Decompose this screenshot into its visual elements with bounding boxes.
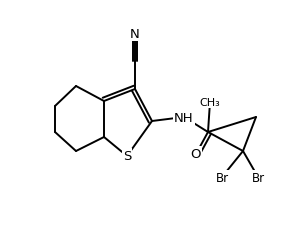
Text: NH: NH bbox=[174, 111, 194, 124]
Text: CH₃: CH₃ bbox=[200, 98, 220, 108]
Text: N: N bbox=[130, 27, 140, 40]
Text: O: O bbox=[191, 148, 201, 161]
Text: Br: Br bbox=[251, 171, 265, 184]
Text: S: S bbox=[123, 150, 131, 163]
Text: Br: Br bbox=[215, 171, 229, 184]
